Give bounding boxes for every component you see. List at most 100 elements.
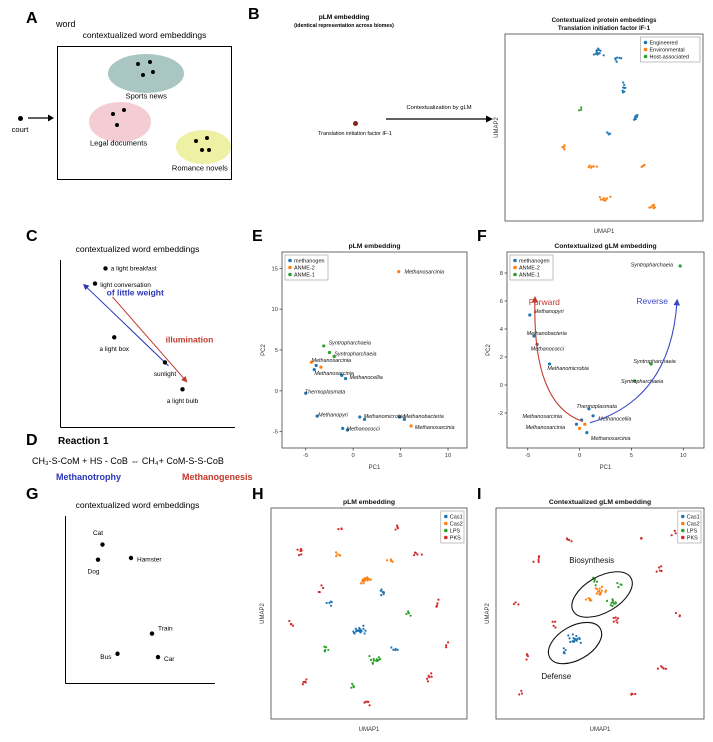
panel-label-i: I <box>477 486 482 503</box>
embedding-cluster-blob <box>108 53 185 94</box>
reaction-heading: Reaction 1 <box>58 436 109 447</box>
taxon-label: Methanosarcinia <box>522 414 562 420</box>
group-ellipse-label: Defense <box>541 672 571 681</box>
data-point <box>135 62 140 67</box>
panel-c-plot: a light breakfast light conversation a lig… <box>60 260 235 428</box>
point-label: a light bulb <box>167 398 199 405</box>
y-tick-label: 15 <box>272 266 278 272</box>
svg-text:Cas1: Cas1 <box>687 515 700 521</box>
x-tick-label: 10 <box>680 453 686 459</box>
embedding-space-box: Sports news Legal documents Romance novels <box>57 46 232 180</box>
annotation-arrow <box>112 296 188 383</box>
taxon-label: Thermoplasmata <box>305 390 345 396</box>
y-axis-label: UMAP2 <box>485 603 491 624</box>
plm-heading: pLM embedding <box>318 14 370 21</box>
svg-text:Host-associated: Host-associated <box>650 55 689 61</box>
y-axis-label: PC2 <box>261 344 267 356</box>
chart-plm-embedding-genes: pLM embedding UMAP1 UMAP2 Cas1 Cas2 LPS PKS <box>258 494 472 734</box>
plot-frame <box>504 33 704 222</box>
plm-point-label: Translation initiation factor IF-1 <box>318 131 392 137</box>
panel-label-a: A <box>26 10 38 27</box>
taxon-label: Thermoplasmata <box>576 404 616 410</box>
x-tick-label: -5 <box>303 453 308 459</box>
x-axis-label: PC1 <box>600 465 612 471</box>
reaction-equation: CH₃-S-CoM + HS - CoB ⇔ CH₄+ CoM-S-S-CoB <box>32 456 224 466</box>
svg-text:LPS: LPS <box>450 529 461 535</box>
points-layer <box>288 524 450 707</box>
panel-label-c: C <box>26 228 38 245</box>
chart-svg: pLM embedding -5 0 5 10 -5 0 5 10 15 PC1 PC2 Methano… <box>261 243 468 471</box>
y-tick-label: 0 <box>500 383 503 389</box>
annotation-arrow <box>83 283 169 367</box>
svg-text:methanogen: methanogen <box>519 259 550 265</box>
x-axis-label: PC1 <box>369 465 381 471</box>
taxon-label: Methanocellia <box>598 417 631 423</box>
panel-label-g: G <box>26 486 39 503</box>
points-layer <box>304 270 413 432</box>
taxon-label: Syntropharchaeia <box>334 351 376 357</box>
point-label: sunlight <box>154 371 177 378</box>
svg-text:PKS: PKS <box>450 536 461 542</box>
contextualization-arrow-label: Contextualization by gLM <box>406 105 472 111</box>
taxon-label: Methanopyri <box>534 309 564 315</box>
blob-label: Legal documents <box>89 138 148 148</box>
y-tick-label: 0 <box>275 389 278 395</box>
y-tick-label: 6 <box>500 299 503 305</box>
data-point <box>151 70 156 75</box>
y-axis-label: UMAP2 <box>260 603 266 624</box>
y-tick-label: 8 <box>500 271 503 277</box>
point-label: Cat <box>93 530 103 537</box>
taxon-label: Methanosarcinia <box>312 358 352 364</box>
chart-svg: Contextualized gLM embedding -5 0 5 10 -2 0 2 4 6… <box>486 243 705 471</box>
court-label: court <box>11 125 29 134</box>
panel-g-title: contextualized word embeddings <box>75 500 200 510</box>
group-ellipse <box>571 571 633 618</box>
x-tick-label: 0 <box>578 453 581 459</box>
data-point <box>121 108 126 113</box>
panel-g: contextualized word embeddings Cat Dog Ham… <box>30 500 245 700</box>
plot-frame <box>495 507 705 720</box>
contextualization-arrow-icon <box>386 115 493 123</box>
plot-frame <box>506 251 705 449</box>
annotation-text: of little weight <box>107 287 164 297</box>
point-label: Car <box>164 656 175 663</box>
chart-contextualized-protein-embeddings: Contextualized protein embeddings Transla… <box>492 12 708 236</box>
plm-point <box>353 121 358 126</box>
x-axis-label: UMAP1 <box>359 727 380 733</box>
taxon-label: Syntropharchaeia <box>633 359 675 365</box>
svg-text:ANME-1: ANME-1 <box>519 273 540 279</box>
taxon-label: Methanococci <box>531 347 565 353</box>
points-layer <box>512 529 681 696</box>
direction-arrow-label: Reverse <box>636 296 668 306</box>
x-tick-label: 5 <box>630 453 633 459</box>
blob-label: Romance novels <box>171 163 228 173</box>
data-point <box>206 147 211 152</box>
taxon-label: Methanobacteria <box>404 414 444 420</box>
y-tick-label: 5 <box>275 348 278 354</box>
taxon-label: Syntropharchaeia <box>621 379 663 385</box>
chart-title: pLM embedding <box>343 499 395 506</box>
chart-title: Translation initiation factor IF-1 <box>558 25 651 32</box>
chart-title: Contextualized protein embeddings <box>552 17 657 24</box>
y-tick-label: -5 <box>273 430 278 436</box>
point-label: Hamster <box>137 557 162 564</box>
y-tick-label: -2 <box>498 411 503 417</box>
y-tick-label: 4 <box>500 327 504 333</box>
panel-b-left: pLM embedding (identical representation … <box>255 10 497 225</box>
methanotrophy-label: Methanotrophy <box>56 472 121 482</box>
plot-frame <box>270 507 468 720</box>
data-point <box>199 147 204 152</box>
panel-d: Reaction 1 CH₃-S-CoM + HS - CoB ⇔ CH₄+ C… <box>30 436 268 488</box>
plm-subheading: (identical representation across biomes) <box>294 23 394 29</box>
panel-c: contextualized word embeddings a light b… <box>30 244 245 436</box>
group-ellipse <box>547 621 603 665</box>
x-tick-label: 10 <box>445 453 451 459</box>
chart-glm-embedding-genes: Contextualized gLM embedding UMAP1 UMAP2 Bi… <box>483 494 709 734</box>
chart-svg: Contextualized protein embeddingsTransla… <box>494 17 704 235</box>
taxon-label: Methanosarcinia <box>591 436 631 442</box>
word-label: word <box>56 19 76 29</box>
